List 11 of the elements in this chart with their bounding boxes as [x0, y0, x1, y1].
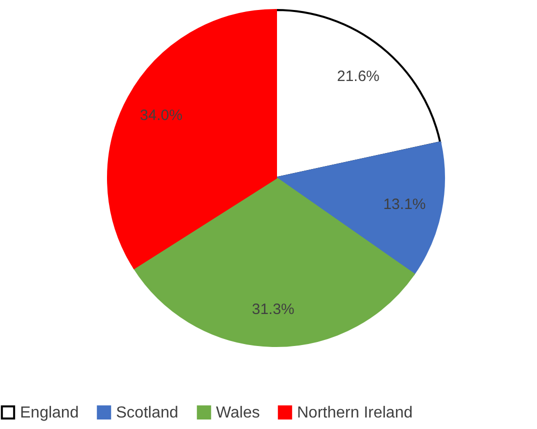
pie-slice: [107, 9, 277, 270]
data-label: 21.6%: [336, 68, 380, 85]
data-label: 34.0%: [140, 106, 182, 124]
data-label: 13.1%: [383, 196, 426, 213]
legend-label: England: [20, 404, 79, 422]
pie-slice: [275, 9, 442, 179]
data-label: 31.3%: [252, 301, 294, 318]
legend-label: Scotland: [116, 404, 178, 422]
legend-label: Wales: [216, 404, 260, 422]
pie-slice: [275, 141, 445, 276]
legend-label: Northern Ireland: [297, 404, 413, 422]
